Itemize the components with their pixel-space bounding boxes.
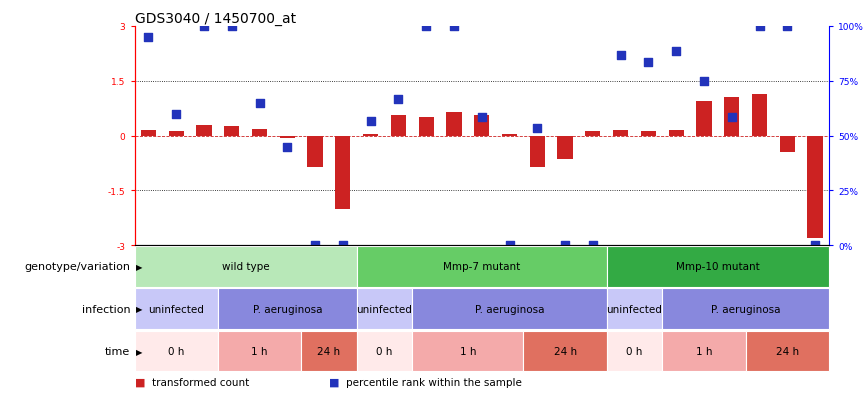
Bar (218, 331, 301, 372)
Text: ▶: ▶ (136, 304, 142, 313)
Text: 24 h: 24 h (554, 346, 576, 356)
Point (614, 53, 628, 59)
Point (447, 24, 461, 30)
Text: 0 h: 0 h (377, 346, 392, 356)
Bar (357, 331, 412, 372)
Bar (357, 289, 412, 329)
Point (169, 111, 183, 118)
Point (780, 24, 794, 30)
Point (753, 24, 766, 30)
Point (808, 242, 822, 249)
Text: transformed count: transformed count (152, 377, 249, 387)
Bar (607, 247, 829, 287)
Bar (641, 132, 656, 136)
Point (141, 34, 155, 41)
Bar (446, 112, 462, 136)
Bar (135, 247, 357, 287)
Text: time: time (105, 346, 130, 356)
Text: ■: ■ (135, 377, 145, 387)
Point (641, 60, 655, 66)
Text: 1 h: 1 h (251, 346, 268, 356)
Bar (502, 134, 517, 136)
Bar (724, 98, 740, 136)
Text: P. aeruginosa: P. aeruginosa (711, 304, 780, 314)
Bar (662, 289, 829, 329)
Bar (412, 289, 607, 329)
Point (725, 115, 739, 121)
Text: Mmp-10 mutant: Mmp-10 mutant (676, 262, 760, 272)
Bar (412, 331, 523, 372)
Text: GDS3040 / 1450700_at: GDS3040 / 1450700_at (135, 12, 296, 26)
Point (419, 24, 433, 30)
Bar (662, 331, 746, 372)
Bar (613, 131, 628, 136)
Point (391, 97, 405, 103)
Point (558, 242, 572, 249)
Point (503, 242, 516, 249)
Text: 0 h: 0 h (168, 346, 184, 356)
Bar (418, 118, 434, 136)
Bar (218, 289, 357, 329)
Text: genotype/variation: genotype/variation (24, 262, 130, 272)
Bar (746, 331, 829, 372)
Bar (779, 136, 795, 153)
Bar (807, 136, 823, 238)
Text: Mmp-7 mutant: Mmp-7 mutant (444, 262, 520, 272)
Point (530, 126, 544, 132)
Text: uninfected: uninfected (357, 304, 412, 314)
Bar (252, 130, 267, 136)
Point (586, 242, 600, 249)
Text: P. aeruginosa: P. aeruginosa (253, 304, 322, 314)
Bar (474, 116, 490, 136)
Text: ▶: ▶ (136, 347, 142, 356)
Bar (607, 289, 662, 329)
Text: percentile rank within the sample: percentile rank within the sample (346, 377, 523, 387)
Bar (752, 94, 767, 136)
Text: uninfected: uninfected (607, 304, 662, 314)
Point (308, 242, 322, 249)
Bar (607, 331, 662, 372)
Bar (168, 132, 184, 136)
Bar (696, 102, 712, 136)
Bar (529, 136, 545, 167)
Text: wild type: wild type (222, 262, 269, 272)
Text: ▶: ▶ (136, 262, 142, 271)
Bar (391, 116, 406, 136)
Text: 24 h: 24 h (776, 346, 799, 356)
Point (280, 144, 294, 150)
Point (364, 119, 378, 125)
Bar (335, 136, 351, 209)
Bar (301, 331, 357, 372)
Bar (523, 331, 607, 372)
Bar (135, 331, 218, 372)
Bar (357, 247, 607, 287)
Bar (135, 289, 218, 329)
Point (225, 24, 239, 30)
Point (669, 49, 683, 56)
Bar (141, 131, 156, 136)
Point (697, 78, 711, 85)
Text: ■: ■ (329, 377, 339, 387)
Bar (363, 134, 378, 136)
Bar (196, 125, 212, 136)
Bar (307, 136, 323, 167)
Text: 0 h: 0 h (627, 346, 642, 356)
Bar (224, 127, 240, 136)
Point (253, 100, 266, 107)
Text: 24 h: 24 h (318, 346, 340, 356)
Text: P. aeruginosa: P. aeruginosa (475, 304, 544, 314)
Bar (557, 136, 573, 160)
Bar (668, 131, 684, 136)
Text: 1 h: 1 h (459, 346, 477, 356)
Point (475, 115, 489, 121)
Text: infection: infection (82, 304, 130, 314)
Point (197, 24, 211, 30)
Text: 1 h: 1 h (695, 346, 713, 356)
Bar (279, 136, 295, 139)
Point (336, 242, 350, 249)
Text: uninfected: uninfected (148, 304, 204, 314)
Bar (585, 132, 601, 136)
